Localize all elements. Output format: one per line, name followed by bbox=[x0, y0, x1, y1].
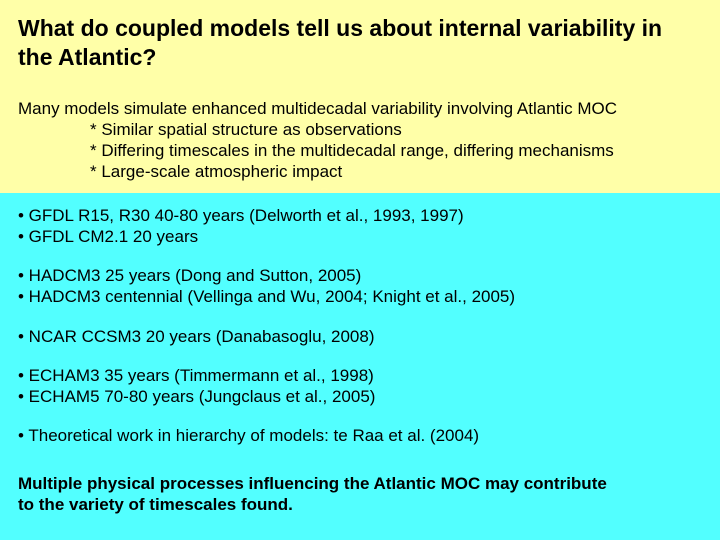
model-group-0: • GFDL R15, R30 40-80 years (Delworth et… bbox=[18, 205, 702, 248]
model-item: • Theoretical work in hierarchy of model… bbox=[18, 425, 702, 446]
lower-section: • GFDL R15, R30 40-80 years (Delworth et… bbox=[0, 193, 720, 473]
model-group-2: • NCAR CCSM3 20 years (Danabasoglu, 2008… bbox=[18, 326, 702, 347]
intro-block: Many models simulate enhanced multidecad… bbox=[18, 98, 702, 183]
slide-title: What do coupled models tell us about int… bbox=[18, 14, 702, 72]
intro-sub-1: * Differing timescales in the multidecad… bbox=[18, 140, 702, 161]
model-item: • HADCM3 25 years (Dong and Sutton, 2005… bbox=[18, 265, 702, 286]
model-group-1: • HADCM3 25 years (Dong and Sutton, 2005… bbox=[18, 265, 702, 308]
model-item: • HADCM3 centennial (Vellinga and Wu, 20… bbox=[18, 286, 702, 307]
model-item: • ECHAM3 35 years (Timmermann et al., 19… bbox=[18, 365, 702, 386]
intro-sub-2: * Large-scale atmospheric impact bbox=[18, 161, 702, 182]
model-item: • NCAR CCSM3 20 years (Danabasoglu, 2008… bbox=[18, 326, 702, 347]
conclusion: Multiple physical processes influencing … bbox=[0, 473, 720, 516]
conclusion-line-2: to the variety of timescales found. bbox=[18, 494, 702, 515]
top-section: What do coupled models tell us about int… bbox=[0, 0, 720, 193]
model-group-4: • Theoretical work in hierarchy of model… bbox=[18, 425, 702, 446]
slide: What do coupled models tell us about int… bbox=[0, 0, 720, 540]
intro-main: Many models simulate enhanced multidecad… bbox=[18, 98, 702, 119]
intro-sub-0: * Similar spatial structure as observati… bbox=[18, 119, 702, 140]
model-item: • GFDL CM2.1 20 years bbox=[18, 226, 702, 247]
model-item: • ECHAM5 70-80 years (Jungclaus et al., … bbox=[18, 386, 702, 407]
model-item: • GFDL R15, R30 40-80 years (Delworth et… bbox=[18, 205, 702, 226]
model-group-3: • ECHAM3 35 years (Timmermann et al., 19… bbox=[18, 365, 702, 408]
conclusion-line-1: Multiple physical processes influencing … bbox=[18, 473, 702, 494]
